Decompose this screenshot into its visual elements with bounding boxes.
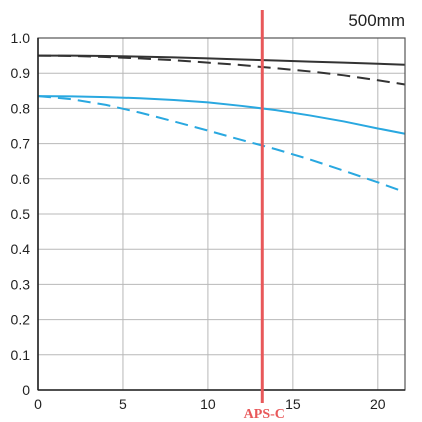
y-tick-label: 0.9 [11, 65, 31, 81]
series-line-4 [37, 95, 406, 194]
x-tick-label: 0 [34, 396, 42, 412]
y-tick-label: 1.0 [11, 30, 31, 46]
y-tick-label: 0.5 [11, 206, 31, 222]
y-tick-label: 0.6 [11, 171, 31, 187]
tick-labels: 0 0.1 0.2 0.3 0.4 0.5 0.6 0.7 0.8 0.9 1.0 0 5 10 15 20 [11, 30, 386, 412]
series-line-3 [37, 95, 406, 135]
y-tick-label: 0 [22, 382, 30, 398]
y-tick-label: 0.7 [11, 136, 31, 152]
axes-frame [37, 37, 406, 391]
grid [37, 37, 405, 391]
y-tick-label: 0.1 [11, 347, 31, 363]
x-tick-label: 10 [200, 396, 216, 412]
y-tick-label: 0.8 [11, 100, 31, 116]
y-tick-label: 0.4 [11, 241, 31, 257]
y-tick-label: 0.3 [11, 276, 31, 292]
chart-title: 500mm [348, 11, 405, 30]
series-layer [37, 54, 406, 194]
y-tick-label: 0.2 [11, 312, 31, 328]
annotation-layer: APS-C [244, 10, 285, 422]
x-tick-label: 5 [119, 396, 127, 412]
x-tick-label: 15 [285, 396, 301, 412]
x-tick-label: 20 [370, 396, 386, 412]
series-line-2 [37, 54, 406, 86]
aps-c-label: APS-C [244, 407, 285, 422]
